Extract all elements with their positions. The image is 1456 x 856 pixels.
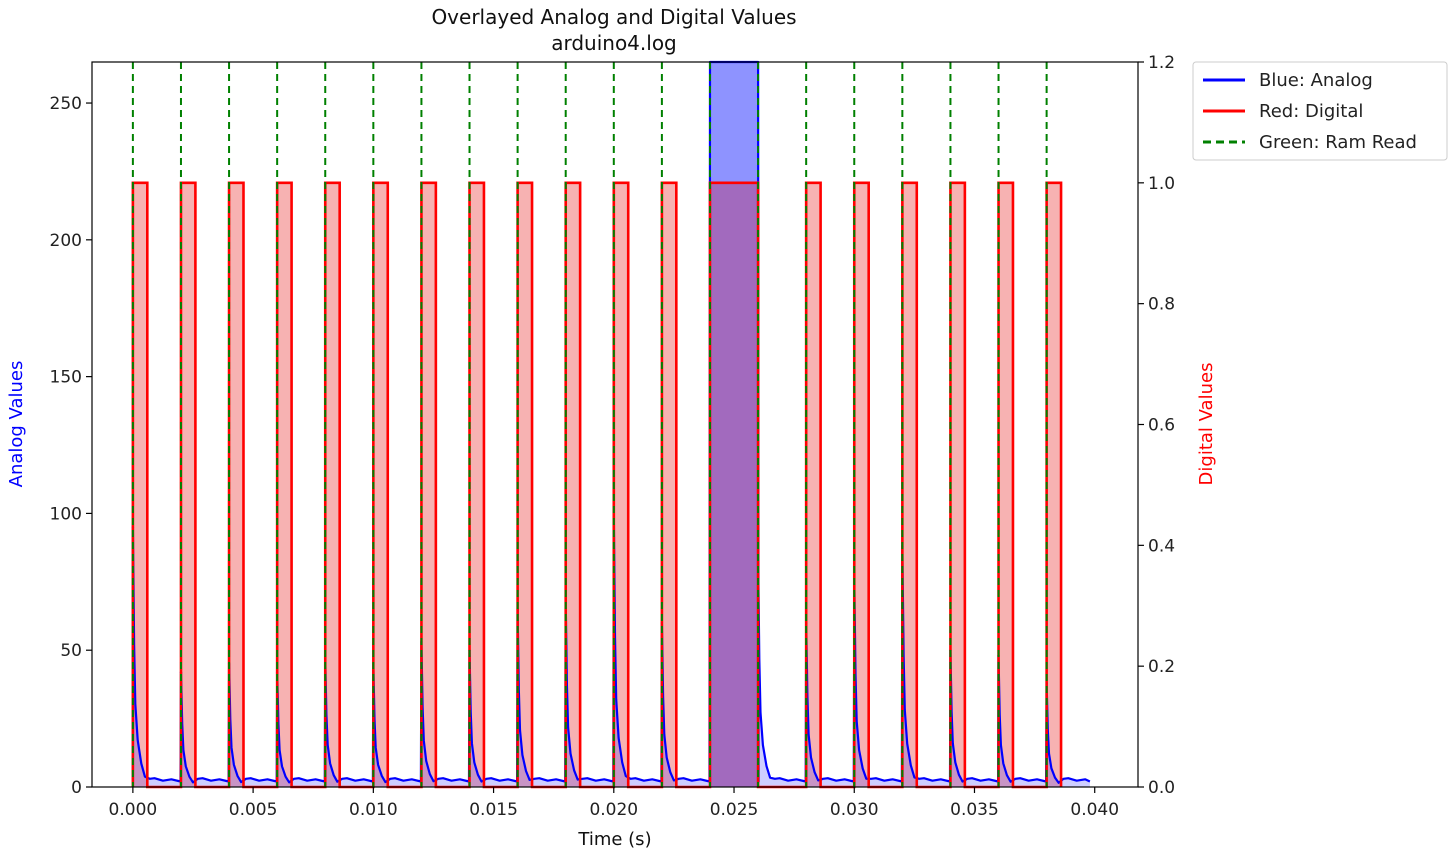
chart-subtitle: arduino4.log <box>551 31 677 55</box>
x-tick-label-8: 0.040 <box>1070 800 1119 820</box>
digital-pulse-fill-9 <box>565 182 581 788</box>
digital-series-line <box>131 181 1063 789</box>
legend-digital-label: Red: Digital <box>1259 101 1363 122</box>
y-axis-right-label: Digital Values <box>1196 363 1217 486</box>
digital-pulse-fill-4 <box>325 182 340 788</box>
x-tick-label-7: 0.035 <box>950 800 999 820</box>
digital-pulse-fill-17 <box>998 182 1013 788</box>
y-axis-left-label: Analog Values <box>6 361 27 488</box>
digital-pulse-fill-0 <box>132 182 148 788</box>
digital-pulse-fill-11 <box>661 182 677 788</box>
digital-pulse-fill-12 <box>709 182 759 788</box>
y-right-tick-label-3: 0.6 <box>1148 416 1175 436</box>
x-tick-label-0: 0.000 <box>109 800 158 820</box>
tick-layer: 0.000 0.005 0.010 0.015 0.020 0.025 0.030 0.035… <box>50 53 1176 820</box>
y-right-tick-label-2: 0.4 <box>1148 536 1175 556</box>
x-tick-label-2: 0.010 <box>349 800 398 820</box>
x-tick-label-5: 0.025 <box>710 800 759 820</box>
digital-pulse-fill-5 <box>373 182 388 788</box>
y-left-tick-label-2: 100 <box>50 504 82 524</box>
legend-box <box>1192 61 1448 161</box>
y-left-tick-label-1: 50 <box>60 641 82 661</box>
digital-pulse-fill-13 <box>806 182 821 788</box>
digital-pulse-fill-3 <box>277 182 292 788</box>
x-tick-label-4: 0.020 <box>589 800 638 820</box>
digital-pulse-fill-6 <box>421 182 436 788</box>
analog-series-line <box>131 60 1091 784</box>
y-right-tick-label-1: 0.2 <box>1148 657 1175 677</box>
x-tick-label-3: 0.015 <box>469 800 518 820</box>
digital-pulse-fill-7 <box>469 182 484 788</box>
x-tick-label-6: 0.030 <box>830 800 879 820</box>
digital-pulse-fill-18 <box>1046 182 1062 788</box>
digital-pulse-fill-8 <box>517 182 533 788</box>
x-tick-label-1: 0.005 <box>229 800 278 820</box>
y-right-tick-label-6: 1.2 <box>1148 53 1175 73</box>
legend: Blue: Analog Red: Digital Green: Ram Rea… <box>1192 61 1448 161</box>
digital-pulse-fill-10 <box>613 182 629 788</box>
analog-series-layer <box>131 60 1091 784</box>
digital-pulse-fill-16 <box>950 182 965 788</box>
digital-pulse-fill-14 <box>854 182 869 788</box>
y-right-tick-label-4: 0.8 <box>1148 295 1175 315</box>
ram-read-series-layer <box>131 62 1048 787</box>
legend-ram-read-label: Green: Ram Read <box>1259 132 1417 153</box>
y-right-tick-label-5: 1.0 <box>1148 174 1175 194</box>
digital-pulse-fill-15 <box>902 182 917 788</box>
y-right-tick-label-0: 0.0 <box>1148 778 1175 798</box>
y-left-tick-label-3: 150 <box>50 368 82 388</box>
digital-pulse-fill-2 <box>229 182 244 788</box>
chart-title: Overlayed Analog and Digital Values <box>431 5 796 29</box>
y-left-tick-label-5: 250 <box>50 94 82 114</box>
fill-layer <box>132 62 1090 788</box>
digital-pulse-fill-1 <box>180 182 196 788</box>
y-left-tick-label-4: 200 <box>50 231 82 251</box>
digital-series-layer <box>131 181 1063 789</box>
y-left-tick-label-0: 0 <box>71 778 82 798</box>
legend-analog-label: Blue: Analog <box>1259 70 1373 91</box>
x-axis-label: Time (s) <box>577 829 651 850</box>
